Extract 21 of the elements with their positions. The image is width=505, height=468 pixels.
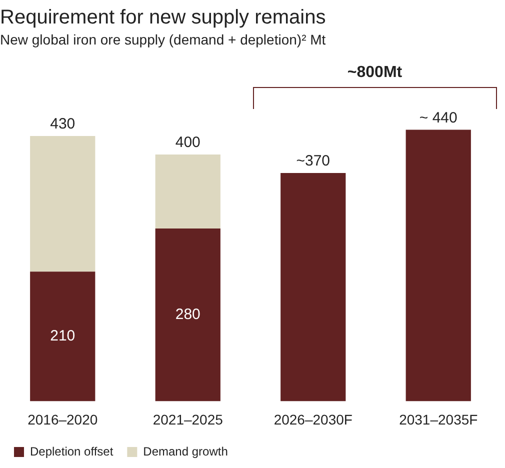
chart-subtitle: New global iron ore supply (demand + depletion)² Mt: [0, 31, 326, 48]
text: ~800Mt: [347, 64, 403, 82]
bar: [280, 172, 346, 402]
x-tick-label: 2031–2035F: [399, 411, 478, 428]
x-tick-label: 2026–2030F: [274, 411, 352, 428]
data-label: 210: [50, 328, 76, 345]
legend-label: Demand growth: [143, 444, 228, 458]
total-label: ~ 440: [419, 109, 458, 126]
bar: [30, 272, 96, 402]
bar: [155, 154, 220, 228]
total-label: 430: [50, 116, 76, 133]
x-tick-label: 2021–2025: [152, 411, 224, 428]
bar: [30, 136, 96, 272]
bar: [155, 228, 220, 402]
x-tick-label: 2016–2020: [28, 411, 98, 428]
data-label: 280: [175, 306, 200, 323]
total-label: 400: [175, 134, 200, 152]
total-label: ~370: [296, 152, 330, 170]
bar: [406, 130, 471, 402]
legend-label: Depletion offset: [30, 444, 114, 458]
chart-title: Requirement for new supply remains: [0, 6, 326, 29]
